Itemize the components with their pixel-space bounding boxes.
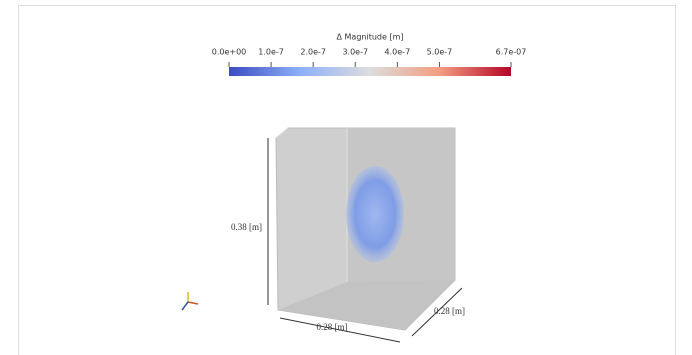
axis-label: 0.38 [m] bbox=[231, 222, 262, 232]
colorbar-tick-label: 5.0e-7 bbox=[427, 48, 453, 57]
colorbar-tick-label: 6.7e-07 bbox=[496, 48, 527, 57]
colorbar-tick-label: 0.0e+00 bbox=[212, 48, 247, 57]
colorbar-title: Δ Magnitude [m] bbox=[337, 33, 404, 42]
axis-label: 0.28 [m] bbox=[434, 306, 465, 316]
domain-box bbox=[276, 128, 455, 330]
displacement-blob bbox=[346, 166, 404, 262]
render-view: Δ Magnitude [m] 0.0e+00 1.0e-7 2.0e-7 3.0e-… bbox=[0, 0, 692, 355]
colorbar-tick-label: 3.0e-7 bbox=[342, 48, 368, 57]
colorbar-tick-label: 4.0e-7 bbox=[385, 48, 411, 57]
colorbar bbox=[229, 67, 511, 76]
colorbar-tick-label: 2.0e-7 bbox=[300, 48, 326, 57]
colorbar-tick-label: 1.0e-7 bbox=[258, 48, 284, 57]
axis-label: 0.28 [m] bbox=[317, 322, 348, 332]
